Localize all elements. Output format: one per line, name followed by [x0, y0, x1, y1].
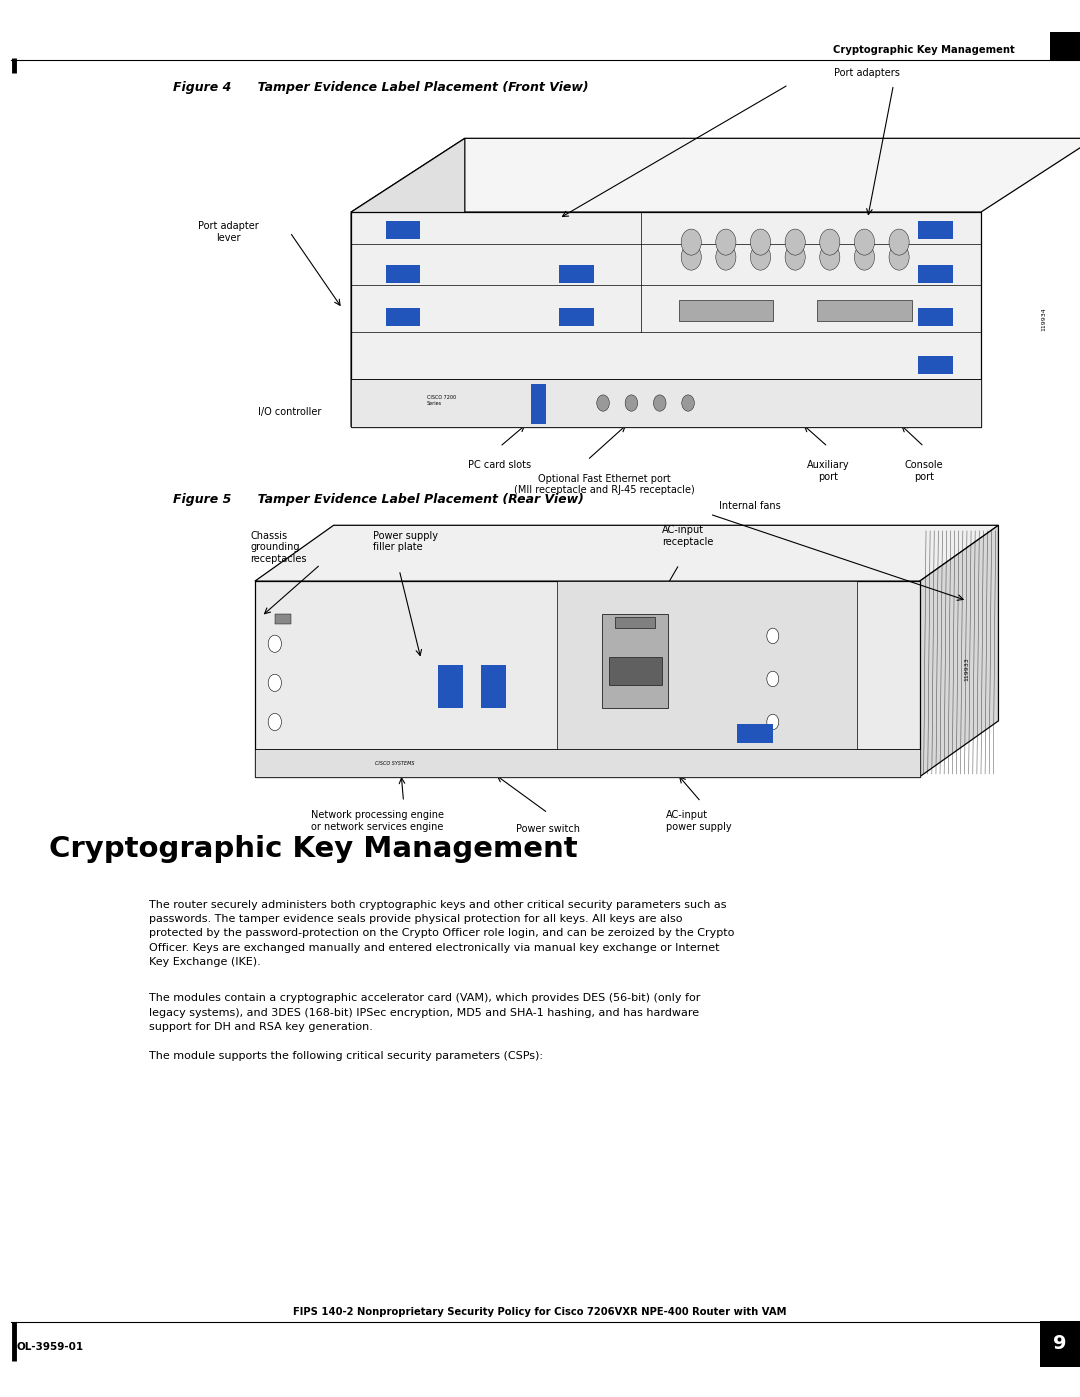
Circle shape	[820, 229, 840, 256]
Bar	[351, 212, 981, 426]
Circle shape	[854, 229, 875, 256]
Text: Internal fans: Internal fans	[718, 502, 780, 511]
Bar	[559, 264, 594, 282]
Circle shape	[681, 244, 701, 270]
Bar	[481, 665, 507, 708]
Text: I/O controller: I/O controller	[258, 407, 322, 416]
Bar	[557, 581, 856, 749]
Text: Figure 5      Tamper Evidence Label Placement (Rear View): Figure 5 Tamper Evidence Label Placement…	[173, 493, 583, 506]
Text: The router securely administers both cryptographic keys and other critical secur: The router securely administers both cry…	[149, 900, 734, 967]
Bar	[274, 615, 292, 624]
Text: Chassis
grounding
receptacles: Chassis grounding receptacles	[251, 531, 307, 564]
Text: Port adapters: Port adapters	[835, 68, 900, 78]
Text: 9: 9	[1053, 1334, 1067, 1354]
Text: Figure 4      Tamper Evidence Label Placement (Front View): Figure 4 Tamper Evidence Label Placement…	[173, 81, 589, 94]
Circle shape	[751, 229, 771, 256]
Text: FIPS 140-2 Nonproprietary Security Policy for Cisco 7206VXR NPE-400 Router with : FIPS 140-2 Nonproprietary Security Polic…	[294, 1308, 786, 1317]
Circle shape	[751, 244, 771, 270]
Bar	[1050, 32, 1080, 60]
Bar	[737, 724, 773, 743]
Text: Optional Fast Ethernet port
(MII receptacle and RJ-45 receptacle): Optional Fast Ethernet port (MII recepta…	[514, 474, 696, 495]
Bar	[678, 300, 773, 321]
Bar	[918, 221, 953, 239]
Text: Network processing engine
or network services engine: Network processing engine or network ser…	[311, 810, 444, 831]
Text: 119934: 119934	[1041, 307, 1047, 331]
Text: AC-input
receptacle: AC-input receptacle	[662, 525, 713, 546]
Bar	[386, 307, 420, 326]
Text: Cryptographic Key Management: Cryptographic Key Management	[834, 45, 1015, 54]
Bar	[918, 307, 953, 326]
Polygon shape	[351, 138, 464, 426]
Circle shape	[854, 244, 875, 270]
Circle shape	[767, 714, 779, 729]
Text: The modules contain a cryptographic accelerator card (VAM), which provides DES (: The modules contain a cryptographic acce…	[149, 993, 701, 1032]
Circle shape	[889, 229, 909, 256]
Circle shape	[716, 229, 735, 256]
Bar	[351, 380, 981, 426]
Bar	[1040, 1322, 1080, 1366]
Circle shape	[820, 244, 840, 270]
Text: Cryptographic Key Management: Cryptographic Key Management	[49, 835, 577, 863]
Bar	[918, 264, 953, 282]
Bar	[616, 617, 654, 629]
Bar	[386, 221, 420, 239]
Text: OL-3959-01: OL-3959-01	[16, 1341, 83, 1352]
Text: AC-input
power supply: AC-input power supply	[666, 810, 731, 831]
Bar	[918, 356, 953, 374]
Circle shape	[653, 395, 666, 411]
Polygon shape	[351, 138, 1080, 212]
Circle shape	[785, 229, 806, 256]
Circle shape	[767, 629, 779, 644]
Text: Port adapter
lever: Port adapter lever	[199, 221, 259, 243]
Bar	[609, 657, 662, 685]
Text: Power supply
filler plate: Power supply filler plate	[373, 531, 438, 552]
Bar	[603, 615, 669, 708]
Text: Console
port: Console port	[905, 460, 944, 482]
Bar	[818, 300, 912, 321]
Circle shape	[767, 671, 779, 687]
Text: Power switch: Power switch	[516, 824, 580, 834]
Bar	[386, 264, 420, 282]
Text: Auxiliary
port: Auxiliary port	[807, 460, 849, 482]
Polygon shape	[255, 525, 999, 581]
Text: PC card slots: PC card slots	[469, 460, 531, 471]
Polygon shape	[920, 525, 999, 777]
Circle shape	[597, 395, 609, 411]
Circle shape	[681, 229, 701, 256]
Circle shape	[785, 244, 806, 270]
Bar	[255, 749, 920, 777]
Circle shape	[268, 675, 282, 692]
Text: 119933: 119933	[964, 657, 970, 682]
Circle shape	[268, 714, 282, 731]
Text: The module supports the following critical security parameters (CSPs):: The module supports the following critic…	[149, 1051, 543, 1060]
Circle shape	[889, 244, 909, 270]
Bar	[437, 665, 463, 708]
Bar	[255, 581, 920, 777]
Text: CISCO SYSTEMS: CISCO SYSTEMS	[375, 760, 414, 766]
Circle shape	[268, 636, 282, 652]
Circle shape	[681, 395, 694, 411]
Circle shape	[625, 395, 637, 411]
Bar	[559, 307, 594, 326]
Circle shape	[716, 244, 735, 270]
Text: CISCO 7200
Series: CISCO 7200 Series	[427, 395, 456, 407]
Bar	[530, 384, 546, 425]
